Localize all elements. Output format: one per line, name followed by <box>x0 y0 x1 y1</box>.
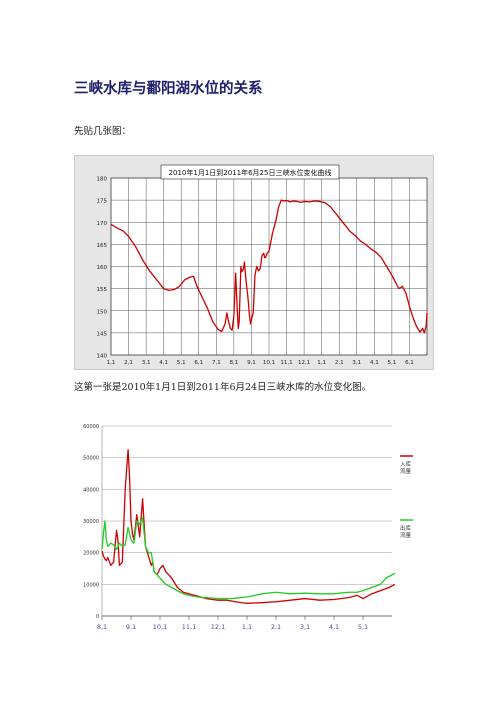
y-tick-label: 140 <box>97 354 108 360</box>
y-tick-label: 60000 <box>83 424 99 430</box>
x-tick-label: 2,1 <box>271 623 281 631</box>
x-tick-label: 2,1 <box>335 360 344 366</box>
y-tick-label: 150 <box>97 309 108 315</box>
y-tick-label: 0 <box>96 614 99 620</box>
y-tick-label: 40000 <box>83 487 99 493</box>
x-tick-label: 4,1 <box>370 360 379 366</box>
y-tick-label: 170 <box>97 221 108 227</box>
x-tick-label: 4,1 <box>329 623 339 631</box>
x-tick-label: 1,1 <box>242 623 252 631</box>
inflow-line <box>101 449 396 604</box>
x-tick-label: 6,1 <box>194 360 203 366</box>
x-tick-label: 1,1 <box>317 360 326 366</box>
intro-text: 先贴几张图： <box>74 126 132 137</box>
outflow-line <box>101 517 396 600</box>
x-tick-label: 11,1 <box>182 623 196 631</box>
legend-inflow-line1: 入库 <box>400 460 412 468</box>
legend-inflow-line2: 流量 <box>400 467 412 475</box>
x-tick-label: 2,1 <box>124 360 133 366</box>
y-tick-label: 165 <box>97 243 108 249</box>
x-tick-label: 5,1 <box>358 623 368 631</box>
y-tick-label: 160 <box>97 265 108 271</box>
x-tick-label: 8,1 <box>97 623 107 631</box>
x-tick-label: 10,1 <box>153 623 167 631</box>
flow-chart: 0 10000 20000 30000 40000 50000 60000 8,1 9,1 10,… <box>74 412 414 637</box>
caption-1: 这第一张是2010年1月1日到2011年6月24日三峡水库的水位变化图。 <box>74 382 372 393</box>
chart-title-box <box>160 164 340 180</box>
y-tick-label: 175 <box>97 199 108 205</box>
x-tick-label: 5,1 <box>177 360 186 366</box>
legend-outflow-line2: 流量 <box>400 531 412 539</box>
water-level-line <box>110 199 428 334</box>
y-tick-label: 10000 <box>83 582 99 588</box>
x-tick-label: 3,1 <box>352 360 361 366</box>
x-tick-label: 12,1 <box>298 360 310 366</box>
y-tick-label: 155 <box>97 287 108 293</box>
x-tick-label: 9,1 <box>126 623 136 631</box>
x-tick-label: 5,1 <box>388 360 397 366</box>
reservoir-level-chart-svg: 140 145 150 155 160 165 170 175 180 1,1 2,1 3,1 4,1 5… <box>97 164 428 366</box>
x-tick-label: 3,1 <box>142 360 151 366</box>
x-tick-label: 10,1 <box>263 360 275 366</box>
y-tick-label: 30000 <box>83 519 99 525</box>
y-tick-label: 180 <box>97 177 108 183</box>
x-tick-label: 8,1 <box>230 360 239 366</box>
y-tick-label: 20000 <box>83 551 99 557</box>
x-tick-label: 1,1 <box>107 360 116 366</box>
reservoir-level-chart: 140 145 150 155 160 165 170 175 180 1,1 2,1 3,1 4,1 5… <box>74 155 434 370</box>
x-tick-label: 6,1 <box>405 360 414 366</box>
chart-title: 2010年1月1日到2011年6月25日三峡水位变化曲线 <box>169 168 332 177</box>
y-tick-label: 50000 <box>83 456 99 462</box>
x-tick-label: 9,1 <box>247 360 256 366</box>
x-tick-label: 3,1 <box>300 623 310 631</box>
x-tick-label: 7,1 <box>212 360 221 366</box>
x-tick-label: 11,1 <box>280 360 292 366</box>
x-tick-label: 4,1 <box>159 360 168 366</box>
y-tick-label: 145 <box>97 331 108 337</box>
legend-outflow-line1: 出库 <box>400 524 412 532</box>
x-tick-label: 12,1 <box>211 623 225 631</box>
page-title: 三峡水库与鄱阳湖水位的关系 <box>74 81 263 97</box>
flow-chart-svg: 0 10000 20000 30000 40000 50000 60000 8,1 9,1 10,… <box>83 424 413 631</box>
